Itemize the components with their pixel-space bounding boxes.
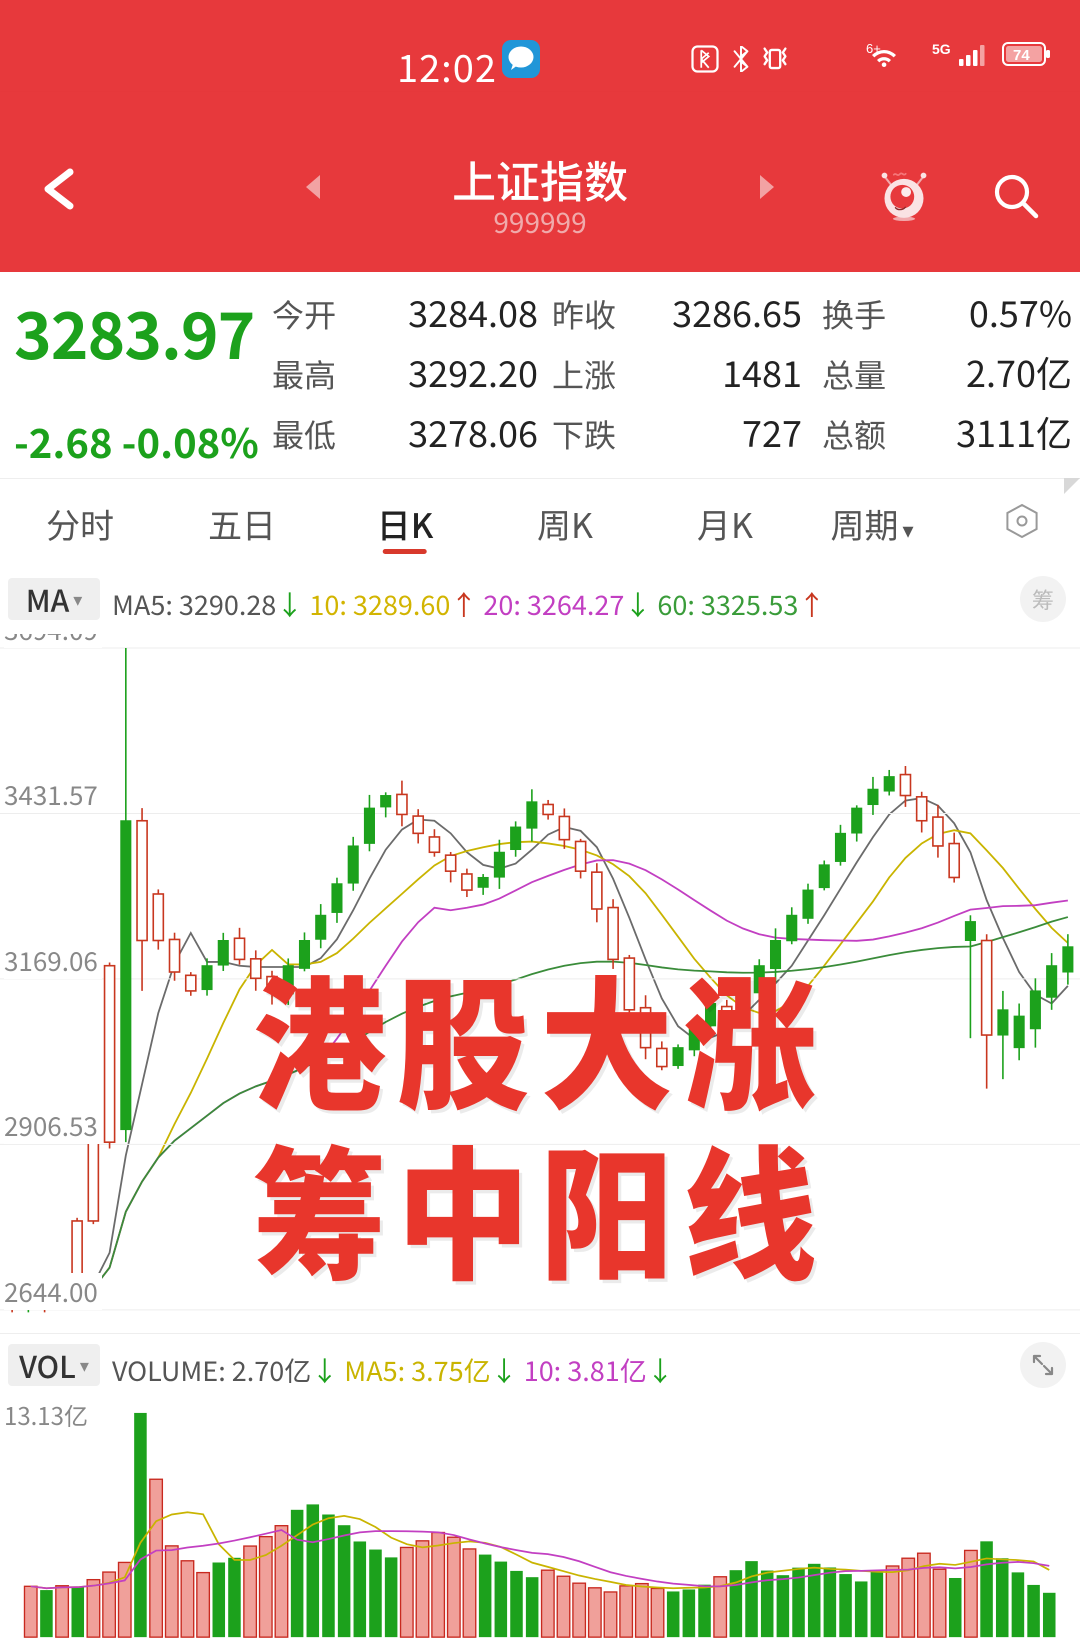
svg-text:74: 74 [1013,47,1030,64]
svg-text:5G: 5G [932,41,951,57]
